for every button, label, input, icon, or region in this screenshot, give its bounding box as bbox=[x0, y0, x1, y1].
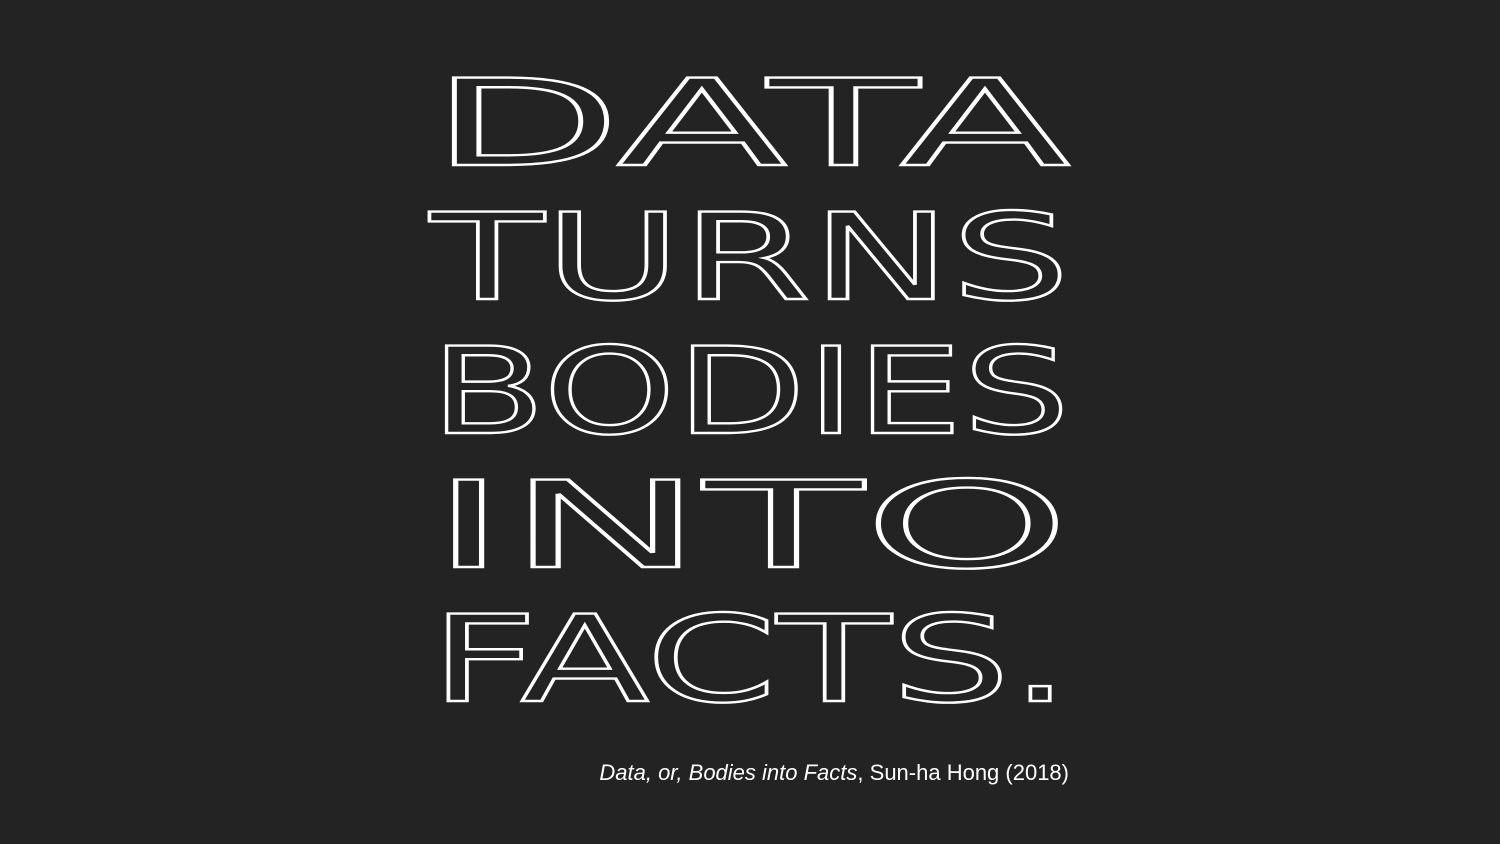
headline-line-turns: TURNS bbox=[428, 189, 1070, 328]
citation-caption: Data, or, Bodies into Facts, Sun-ha Hong… bbox=[599, 760, 1069, 786]
citation-author-year: Sun-ha Hong (2018) bbox=[863, 760, 1069, 785]
headline-line-bodies: BODIES bbox=[430, 323, 1070, 462]
citation-title: Data, or, Bodies into Facts bbox=[599, 760, 858, 785]
headline-line-facts: FACTS. bbox=[430, 591, 1070, 730]
headline-line-into: INTO bbox=[430, 457, 1070, 596]
citation-separator: , bbox=[857, 760, 864, 785]
headline-line-data: DATA bbox=[430, 55, 1070, 194]
